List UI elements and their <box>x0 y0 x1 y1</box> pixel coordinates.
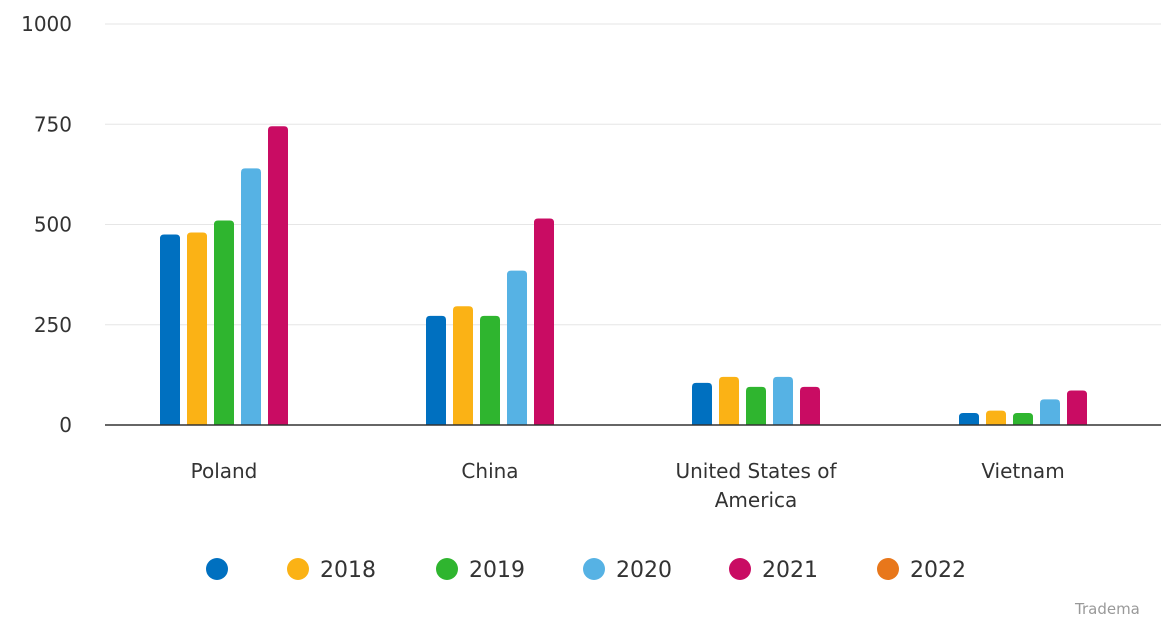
legend-item-2[interactable]: 2019 <box>436 558 525 583</box>
x-axis-category-labels: Poland China United States of America Vietna… <box>191 459 1065 512</box>
bar-united-states-of-america-series-4[interactable] <box>800 386 820 425</box>
gridlines <box>105 23 1161 326</box>
legend-swatch <box>729 558 751 580</box>
bar-vietnam-series-0[interactable] <box>959 412 979 425</box>
bar-vietnam-series-4[interactable] <box>1067 390 1087 425</box>
legend-label: 2018 <box>320 558 376 583</box>
bar-china-series-4[interactable] <box>534 218 554 425</box>
legend-item-4[interactable]: 2021 <box>729 558 818 583</box>
bar-china-series-0[interactable] <box>426 315 446 425</box>
legend-item-3[interactable]: 2020 <box>583 558 672 583</box>
legend-label: 2022 <box>910 558 966 583</box>
legend-swatch <box>287 558 309 580</box>
legend[interactable]: 2018 2019 2020 2021 2022 <box>206 558 966 583</box>
y-tick-label: 0 <box>59 413 72 437</box>
legend-label: 2021 <box>762 558 818 583</box>
y-tick-label: 250 <box>34 313 72 337</box>
bar-poland-series-4[interactable] <box>268 126 288 425</box>
x-category-label: United States of America <box>675 459 837 512</box>
bar-united-states-of-america-series-0[interactable] <box>692 382 712 425</box>
legend-swatch <box>877 558 899 580</box>
y-tick-label: 1000 <box>21 12 72 36</box>
legend-label: 2020 <box>616 558 672 583</box>
bar-poland-series-0[interactable] <box>160 234 180 425</box>
x-category-label: Poland <box>191 459 258 483</box>
legend-item-5[interactable]: 2022 <box>877 558 966 583</box>
y-tick-label: 500 <box>34 213 72 237</box>
bar-poland-series-2[interactable] <box>214 220 234 425</box>
bars <box>160 126 1087 426</box>
x-category-label: China <box>461 459 518 483</box>
bar-china-series-1[interactable] <box>453 306 473 425</box>
bar-united-states-of-america-series-1[interactable] <box>719 376 739 425</box>
bar-china-series-3[interactable] <box>507 270 527 425</box>
legend-swatch <box>583 558 605 580</box>
bar-vietnam-series-2[interactable] <box>1013 412 1033 425</box>
bar-united-states-of-america-series-3[interactable] <box>773 376 793 425</box>
y-tick-label: 750 <box>34 112 72 136</box>
bar-china-series-2[interactable] <box>480 315 500 425</box>
bar-vietnam-series-1[interactable] <box>986 410 1006 425</box>
legend-swatch <box>206 558 228 580</box>
bar-poland-series-1[interactable] <box>187 232 207 425</box>
bar-vietnam-series-3[interactable] <box>1040 399 1060 425</box>
legend-item-1[interactable]: 2018 <box>287 558 376 583</box>
y-axis-tick-labels: 0 250 500 750 1000 <box>21 12 72 437</box>
bar-united-states-of-america-series-2[interactable] <box>746 386 766 425</box>
legend-swatch <box>436 558 458 580</box>
x-category-label: Vietnam <box>981 459 1064 483</box>
credit-label[interactable]: Tradema <box>1074 600 1140 618</box>
bar-poland-series-3[interactable] <box>241 168 261 426</box>
legend-label: 2019 <box>469 558 525 583</box>
legend-item-0[interactable] <box>206 558 228 580</box>
